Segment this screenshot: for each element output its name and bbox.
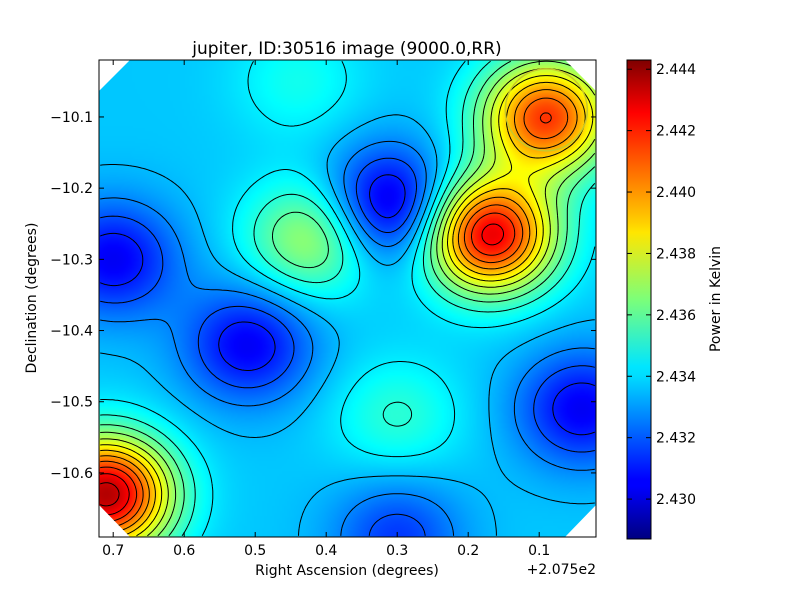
x-axis-label: Right Ascension (degrees) (255, 563, 439, 579)
heatmap-plot (98, 59, 597, 538)
y-tick-label: −10.6 (50, 466, 93, 482)
y-tick-label: −10.5 (50, 395, 93, 411)
y-tick-label: −10.3 (50, 252, 93, 268)
x-tick-label: 0.6 (173, 543, 195, 559)
plot-frame (98, 59, 597, 538)
x-tick-label: 0.7 (102, 543, 124, 559)
colorbar-label: Power in Kelvin (708, 246, 724, 352)
x-offset-label: +2.075e2 (527, 562, 596, 578)
x-tick-label: 0.2 (457, 543, 479, 559)
x-tick-label: 0.1 (528, 543, 550, 559)
colorbar-tick-label: 2.434 (656, 369, 696, 385)
y-axis: −10.1 −10.2 −10.3 −10.4 −10.5 −10.6 (50, 110, 596, 482)
y-axis-label: Declination (degrees) (24, 223, 40, 374)
colorbar-tick-label: 2.430 (656, 492, 696, 508)
heatmap-image (99, 60, 596, 537)
contour-path (100, 60, 596, 537)
x-tick-label: 0.5 (244, 543, 266, 559)
colorbar-gradient (626, 59, 652, 540)
x-tick-label: 0.3 (386, 543, 408, 559)
colorbar-tick-label: 2.436 (656, 308, 696, 324)
y-tick-label: −10.1 (50, 110, 93, 126)
colorbar-tick-label: 2.444 (656, 62, 696, 78)
colorbar-tick-label: 2.442 (656, 124, 696, 140)
colorbar-ticks: 2.430 2.432 2.434 2.436 2.438 2.440 2.442 2.444 (627, 62, 696, 508)
x-tick-label: 0.4 (315, 543, 337, 559)
colorbar-tick-label: 2.432 (656, 431, 696, 447)
y-tick-label: −10.4 (50, 324, 93, 340)
beam-circle (504, 68, 589, 152)
colorbar: 2.430 2.432 2.434 2.436 2.438 2.440 2.442 2.444… (626, 59, 724, 540)
colorbar-tick-label: 2.440 (656, 185, 696, 201)
y-tick-label: −10.2 (50, 181, 93, 197)
contour-lines (100, 60, 596, 537)
colorbar-tick-label: 2.438 (656, 246, 696, 262)
x-axis: 0.7 0.6 0.5 0.4 0.3 0.2 0.1 (102, 60, 550, 559)
chart-title: jupiter, ID:30516 image (9000.0,RR) (191, 39, 501, 59)
